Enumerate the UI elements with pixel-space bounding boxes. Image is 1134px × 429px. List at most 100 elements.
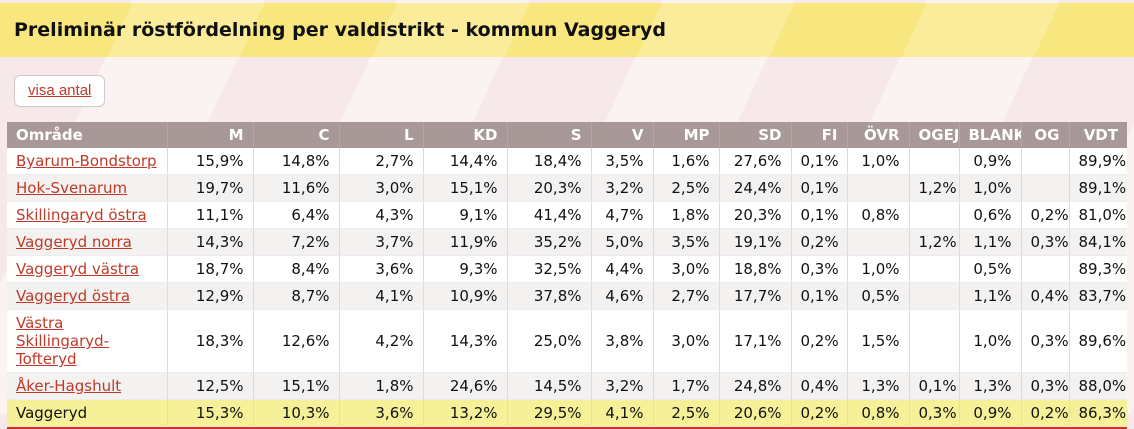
table-row: Vaggeryd västra 18,7% 8,4% 3,6% 9,3% 32,5% 4,4… [7,255,1127,283]
value-cell: 13,2% [423,399,508,427]
district-name-cell: Vaggeryd östra [7,282,168,310]
value-cell: 0,3% [1021,372,1070,400]
district-name-cell: Vaggeryd norra [7,228,168,256]
value-cell: 3,6% [339,399,424,427]
value-cell: 1,0% [847,255,910,283]
value-cell: 20,6% [719,399,792,427]
column-header-sd: SD [719,122,792,148]
district-link[interactable]: Byarum-Bondstorp [16,152,157,170]
value-cell: 0,4% [791,372,848,400]
value-cell: 88,0% [1069,372,1127,400]
value-cell: 2,7% [339,148,424,175]
value-cell: 0,6% [959,201,1022,229]
column-header-mp: MP [653,122,720,148]
value-cell: 2,5% [653,399,720,427]
value-cell: 1,3% [959,372,1022,400]
value-cell [1021,148,1070,175]
value-cell: 83,7% [1069,282,1127,310]
value-cell: 3,5% [591,148,654,175]
value-cell: 3,8% [591,309,654,373]
value-cell: 14,3% [423,309,508,373]
value-cell: 4,4% [591,255,654,283]
district-name-cell: Vaggeryd västra [7,255,168,283]
table-row: Skillingaryd östra 11,1% 6,4% 4,3% 9,1% 41,4%… [7,201,1127,229]
value-cell: 15,1% [423,174,508,202]
district-link[interactable]: Skillingaryd östra [16,206,147,224]
column-header-l: L [339,122,424,148]
district-name-cell: Västra Skillingaryd-Tofteryd [7,309,168,373]
value-cell: 1,0% [959,174,1022,202]
value-cell: 84,1% [1069,228,1127,256]
value-cell: 89,3% [1069,255,1127,283]
value-cell: 1,2% [909,228,960,256]
district-link[interactable]: Vaggeryd västra [16,260,140,278]
value-cell [847,174,910,202]
value-cell: 0,3% [1021,309,1070,373]
value-cell: 81,0% [1069,201,1127,229]
value-cell: 8,7% [253,282,340,310]
table-body: Byarum-Bondstorp 15,9% 14,8% 2,7% 14,4% 18,4%… [7,148,1127,427]
value-cell: 18,8% [719,255,792,283]
value-cell: 0,1% [909,372,960,400]
column-header-område: Område [7,122,168,148]
value-cell: 9,1% [423,201,508,229]
value-cell: 11,1% [167,201,254,229]
value-cell [847,228,910,256]
value-cell: 15,1% [253,372,340,400]
value-cell: 11,9% [423,228,508,256]
value-cell: 0,5% [959,255,1022,283]
value-cell: 3,6% [339,255,424,283]
value-cell: 35,2% [507,228,592,256]
district-name-cell: Skillingaryd östra [7,201,168,229]
district-link[interactable]: Hok-Svenarum [16,179,128,197]
page-title: Preliminär röstfördelning per valdistrik… [14,19,666,41]
show-counts-button[interactable]: visa antal [14,75,106,107]
value-cell: 18,3% [167,309,254,373]
value-cell: 3,0% [653,309,720,373]
value-cell: 0,1% [791,174,848,202]
value-cell [909,255,960,283]
value-cell: 7,2% [253,228,340,256]
value-cell: 1,1% [959,228,1022,256]
value-cell: 14,4% [423,148,508,175]
value-cell: 0,5% [847,282,910,310]
value-cell: 0,2% [1021,399,1070,427]
table-row: Västra Skillingaryd-Tofteryd 18,3% 12,6% 4,… [7,309,1127,373]
value-cell: 12,5% [167,372,254,400]
value-cell: 3,7% [339,228,424,256]
value-cell [909,309,960,373]
district-link[interactable]: Vaggeryd östra [16,287,131,305]
value-cell [1021,255,1070,283]
value-cell: 29,5% [507,399,592,427]
value-cell: 1,0% [847,148,910,175]
value-cell: 0,2% [791,228,848,256]
value-cell: 4,1% [591,399,654,427]
table-row: Vaggeryd östra 12,9% 8,7% 4,1% 10,9% 37,8% 4,6… [7,282,1127,310]
header-row: Område M C L KD S V MP SD FI ÖVR OGEJ BLANK OG VDT [7,122,1127,148]
value-cell [909,282,960,310]
district-link[interactable]: Västra Skillingaryd-Tofteryd [16,314,110,368]
value-cell: 1,8% [653,201,720,229]
value-cell: 19,7% [167,174,254,202]
value-cell: 4,7% [591,201,654,229]
value-cell: 1,2% [909,174,960,202]
value-cell: 1,6% [653,148,720,175]
results-table-container: Område M C L KD S V MP SD FI ÖVR OGEJ BLANK OG VDT Bya… [7,122,1127,429]
value-cell: 89,9% [1069,148,1127,175]
value-cell: 2,7% [653,282,720,310]
value-cell: 5,0% [591,228,654,256]
column-header-m: M [167,122,254,148]
value-cell: 4,1% [339,282,424,310]
value-cell: 0,1% [791,282,848,310]
column-header-blank: BLANK [959,122,1022,148]
value-cell: 20,3% [507,174,592,202]
value-cell: 11,6% [253,174,340,202]
value-cell: 0,3% [1021,228,1070,256]
district-link[interactable]: Åker-Hagshult [16,377,122,395]
value-cell: 1,1% [959,282,1022,310]
district-link[interactable]: Vaggeryd norra [16,233,132,251]
value-cell [909,148,960,175]
value-cell: 0,4% [1021,282,1070,310]
value-cell: 0,1% [791,201,848,229]
district-name-cell: Åker-Hagshult [7,372,168,400]
